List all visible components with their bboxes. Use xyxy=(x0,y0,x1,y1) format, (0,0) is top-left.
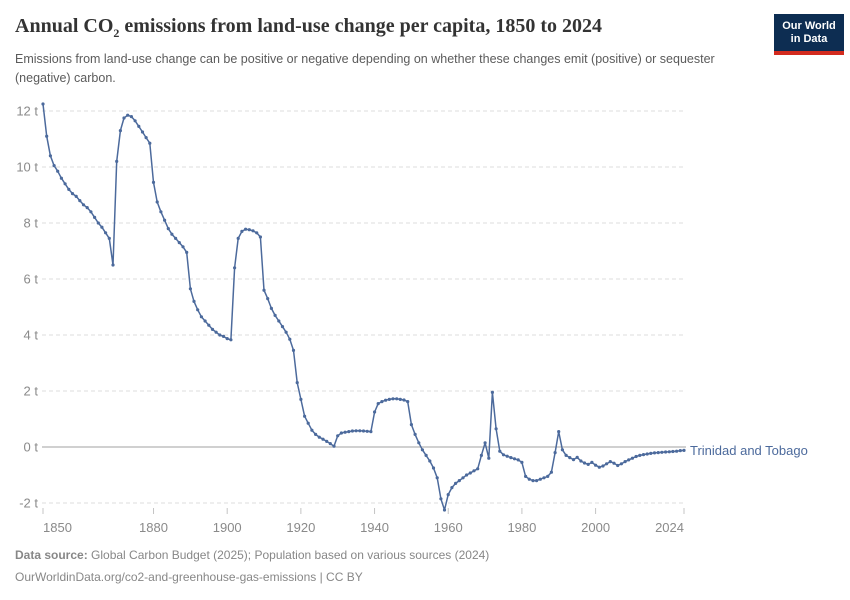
chart-subtitle: Emissions from land-use change can be po… xyxy=(15,52,715,85)
svg-text:1880: 1880 xyxy=(139,520,168,535)
svg-text:1920: 1920 xyxy=(286,520,315,535)
svg-text:1940: 1940 xyxy=(360,520,389,535)
owid-logo-line1: Our World xyxy=(782,20,836,32)
svg-text:1960: 1960 xyxy=(434,520,463,535)
data-points xyxy=(41,102,686,512)
svg-text:4 t: 4 t xyxy=(24,328,39,343)
title-subscript: 2 xyxy=(113,26,120,40)
svg-text:1850: 1850 xyxy=(43,520,72,535)
svg-text:1900: 1900 xyxy=(213,520,242,535)
data-source-line: Data source: Global Carbon Budget (2025)… xyxy=(15,544,489,566)
svg-text:6 t: 6 t xyxy=(24,272,39,287)
owid-logo-line2: in Data xyxy=(790,33,828,45)
license-line: OurWorldinData.org/co2-and-greenhouse-ga… xyxy=(15,566,489,588)
svg-text:8 t: 8 t xyxy=(24,216,39,231)
data-source-text: Global Carbon Budget (2025); Population … xyxy=(87,548,490,562)
x-axis-labels: 1850 1880 1900 1920 1940 1960 1980 2000 2024 xyxy=(42,508,685,535)
svg-text:2 t: 2 t xyxy=(24,384,39,399)
data-source-label: Data source: xyxy=(15,548,88,562)
svg-text:2024: 2024 xyxy=(655,520,684,535)
title-text-pre: Annual CO xyxy=(15,15,114,37)
svg-text:10 t: 10 t xyxy=(16,160,38,175)
page-title: Annual CO2 emissions from land-use chang… xyxy=(15,15,602,41)
svg-text:12 t: 12 t xyxy=(16,104,38,119)
svg-text:-2 t: -2 t xyxy=(19,496,38,511)
owid-logo[interactable]: Our World in Data xyxy=(774,14,844,55)
y-axis-labels: -2 t 0 t 2 t 4 t 6 t 8 t 10 t 12 t xyxy=(16,104,38,511)
svg-text:1980: 1980 xyxy=(507,520,536,535)
data-line xyxy=(42,103,685,511)
chart-footer: Data source: Global Carbon Budget (2025)… xyxy=(15,544,489,588)
svg-text:0 t: 0 t xyxy=(24,440,39,455)
svg-text:2000: 2000 xyxy=(581,520,610,535)
title-text-post: emissions from land-use change per capit… xyxy=(119,15,602,37)
y-gridlines xyxy=(42,110,686,504)
series-label-trinidad-and-tobago: Trinidad and Tobago xyxy=(690,443,808,458)
owid-url-text[interactable]: OurWorldinData.org/co2-and-greenhouse-ga… xyxy=(15,570,363,584)
